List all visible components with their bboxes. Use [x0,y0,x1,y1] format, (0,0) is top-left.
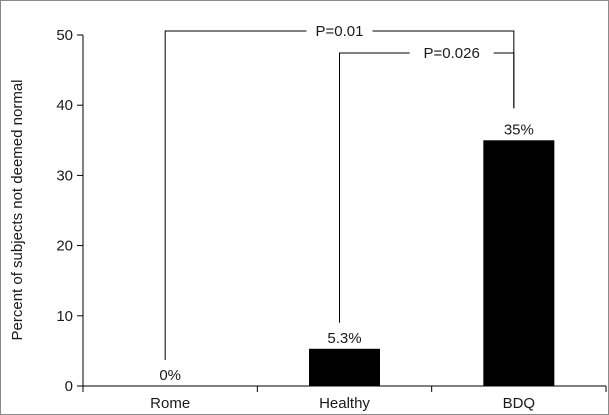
y-tick-label: 20 [56,238,73,255]
bars [309,140,555,386]
significance-brackets: P=0.01 P=0.026 [164,23,515,360]
y-axis-label: Percent of subjects not deemed normal [9,80,26,341]
y-tick-label: 30 [56,167,73,184]
data-labels: 0% 5.3% 35% [159,121,534,384]
p-value-label: P=0.01 [316,23,364,40]
bracket-line [339,52,410,323]
y-tick-label: 10 [56,308,73,325]
bar [309,348,380,386]
data-label: 5.3% [327,330,361,347]
y-tick-label: 0 [65,378,73,395]
bracket-line [372,30,515,109]
bracket-line [493,52,515,109]
x-tick-label: BDQ [503,395,536,412]
bar [483,140,555,386]
x-tick-label: Healthy [319,395,370,412]
x-tick-label: Rome [150,395,190,412]
data-label: 35% [504,121,534,138]
y-tick-label: 40 [56,97,73,114]
bracket-line [164,30,307,360]
data-label: 0% [159,367,181,384]
p-value-label: P=0.026 [424,45,480,62]
axes: 0 10 20 30 40 50 Rome Healthy BDQ [56,27,607,412]
y-tick-label: 50 [56,27,73,44]
